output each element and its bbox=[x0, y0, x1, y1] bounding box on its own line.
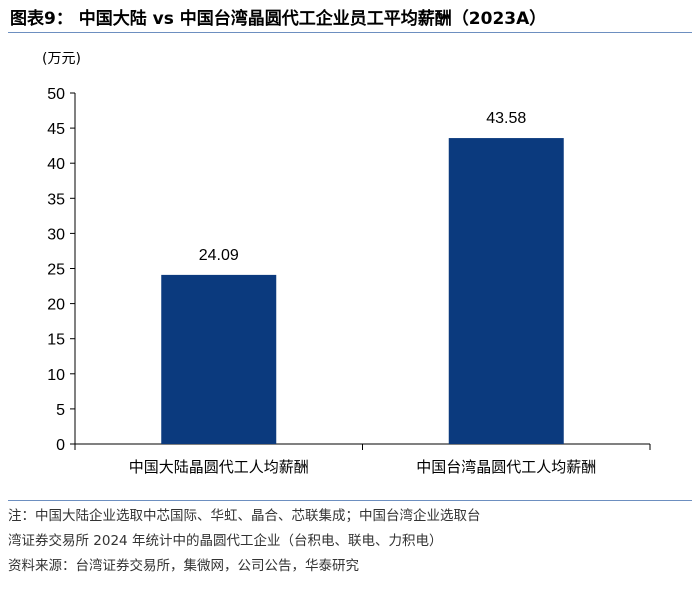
bars bbox=[161, 138, 564, 444]
note-line: 湾证券交易所 2024 年统计中的晶圆代工企业（台积电、联电、力积电） bbox=[8, 533, 443, 549]
figure-title: 图表9： 中国大陆 vs 中国台湾晶圆代工企业员工平均薪酬（2023A） bbox=[10, 9, 547, 29]
y-tick-label: 30 bbox=[47, 226, 65, 243]
note-line: 注：中国大陆企业选取中芯国际、华虹、晶合、芯联集成；中国台湾企业选取台 bbox=[8, 508, 481, 524]
y-tick-label: 0 bbox=[56, 437, 65, 454]
y-tick-label: 35 bbox=[47, 191, 65, 208]
footnotes: 注：中国大陆企业选取中芯国际、华虹、晶合、芯联集成；中国台湾企业选取台 湾证券交… bbox=[8, 504, 692, 579]
y-axis-unit-label: (万元) bbox=[42, 51, 81, 67]
y-tick-label: 10 bbox=[47, 367, 65, 384]
footer-divider bbox=[8, 500, 692, 501]
value-label: 43.58 bbox=[486, 110, 526, 127]
x-category-label: 中国大陆晶圆代工人均薪酬 bbox=[129, 458, 309, 476]
title-divider bbox=[8, 32, 692, 33]
y-tick-label: 40 bbox=[47, 156, 65, 173]
y-tick-label: 25 bbox=[47, 262, 65, 279]
value-label: 24.09 bbox=[199, 247, 239, 264]
y-tick-label: 45 bbox=[47, 121, 65, 138]
x-axis-labels: 中国大陆晶圆代工人均薪酬 中国台湾晶圆代工人均薪酬 bbox=[129, 458, 597, 476]
y-axis-ticks: 0 5 10 15 20 25 30 35 40 45 50 bbox=[47, 86, 75, 454]
y-tick-label: 20 bbox=[47, 297, 65, 314]
y-tick-label: 50 bbox=[47, 86, 65, 103]
bar bbox=[448, 138, 564, 444]
value-labels: 24.09 43.58 bbox=[199, 110, 527, 264]
source-line: 资料来源：台湾证券交易所，集微网，公司公告，华泰研究 bbox=[8, 558, 359, 574]
y-tick-label: 15 bbox=[47, 332, 65, 349]
x-category-label: 中国台湾晶圆代工人均薪酬 bbox=[416, 458, 596, 476]
y-tick-label: 5 bbox=[56, 402, 65, 419]
bar-chart: 0 5 10 15 20 25 30 35 40 45 50 24.09 43.58 中国大陆晶圆代工… bbox=[47, 86, 651, 476]
bar bbox=[161, 274, 277, 444]
